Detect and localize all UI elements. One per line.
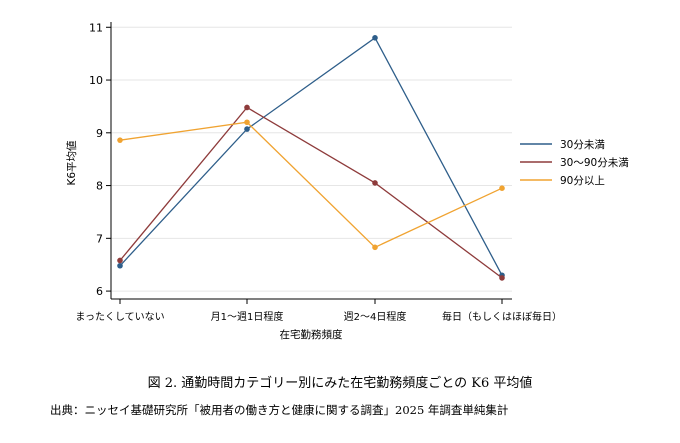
grid (111, 26, 512, 292)
axes (110, 22, 512, 300)
data-point (244, 119, 250, 126)
data-point (372, 244, 378, 251)
k6-line-chart: 6 7 8 9 10 11 まったくしていない 月1〜週1日程度 週2〜4日程度 毎日（もしくは… (65, 21, 629, 341)
x-tick-label: 週2〜4日程度 (344, 310, 407, 323)
y-tick-label: 11 (89, 21, 103, 34)
data-point (499, 185, 505, 191)
data-point (372, 35, 378, 41)
x-tick-label: 毎日（もしくはほぼ毎日） (442, 310, 562, 323)
x-tick-label: まったくしていない (75, 311, 164, 323)
source-note: 出典：ニッセイ基礎研究所「被用者の働き方と健康に関する調査」2025 年調査単純… (50, 403, 509, 417)
series-line-1 (119, 106, 503, 279)
y-tick-label: 8 (96, 180, 103, 193)
data-point (117, 262, 123, 269)
series-line-2 (119, 121, 503, 249)
legend-label: 30分未満 (560, 139, 605, 151)
y-tick-label: 10 (89, 74, 103, 87)
data-point (117, 137, 123, 143)
data-point (372, 180, 378, 186)
legend-label: 30〜90分未満 (560, 157, 629, 169)
data-point (499, 275, 505, 281)
x-axis-title: 在宅勤務頻度 (280, 328, 343, 341)
data-point (117, 257, 123, 264)
y-axis-title: K6平均値 (65, 140, 78, 186)
y-ticks: 6 7 8 9 10 11 (89, 21, 111, 298)
legend: 30分未満 30〜90分未満 90分以上 (520, 139, 629, 187)
x-ticks: まったくしていない 月1〜週1日程度 週2〜4日程度 毎日（もしくはほぼ毎日） (75, 299, 562, 323)
data-point (244, 104, 250, 111)
y-tick-label: 7 (96, 232, 103, 245)
figure-caption: 図 2. 通勤時間カテゴリー別にみた在宅勤務頻度ごとの K6 平均値 (147, 376, 533, 391)
legend-label: 90分以上 (560, 175, 605, 187)
data-point (244, 126, 250, 132)
y-tick-label: 6 (96, 285, 103, 298)
series-line-0 (119, 36, 503, 276)
y-tick-label: 9 (96, 127, 103, 140)
series-lines (117, 35, 505, 281)
x-tick-label: 月1〜週1日程度 (211, 310, 284, 323)
